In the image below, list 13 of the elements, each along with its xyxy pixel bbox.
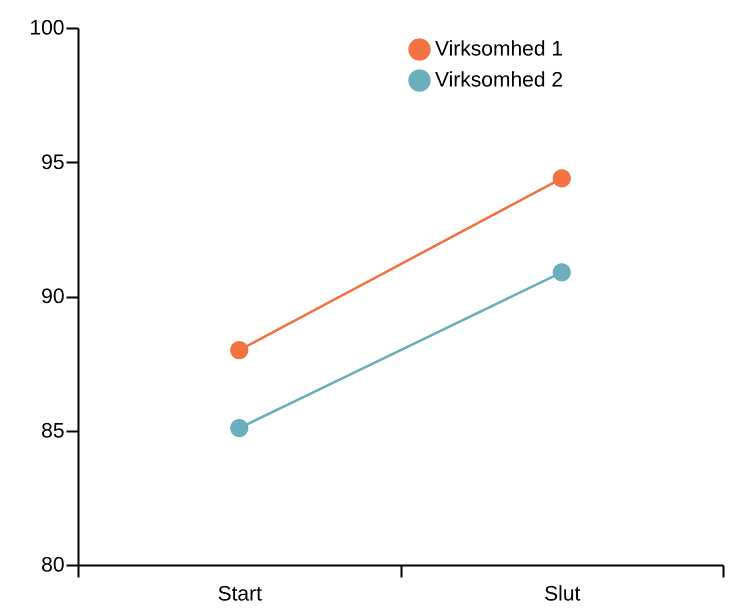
x-tick-label: Start (218, 582, 262, 606)
y-tick-label: 80 (41, 554, 64, 576)
y-tick-label: 85 (41, 419, 64, 442)
y-tick-label: 100 (29, 16, 64, 40)
x-tick-label: Slut (544, 582, 581, 606)
point (230, 341, 248, 360)
y-tick-label: 90 (41, 285, 64, 308)
y-tick-label: 95 (41, 150, 64, 174)
legend-label: Virksomhed 2 (435, 68, 564, 92)
point (552, 263, 571, 282)
legend-label: Virksomhed 1 (435, 38, 564, 60)
point (230, 419, 248, 438)
point (552, 169, 571, 188)
